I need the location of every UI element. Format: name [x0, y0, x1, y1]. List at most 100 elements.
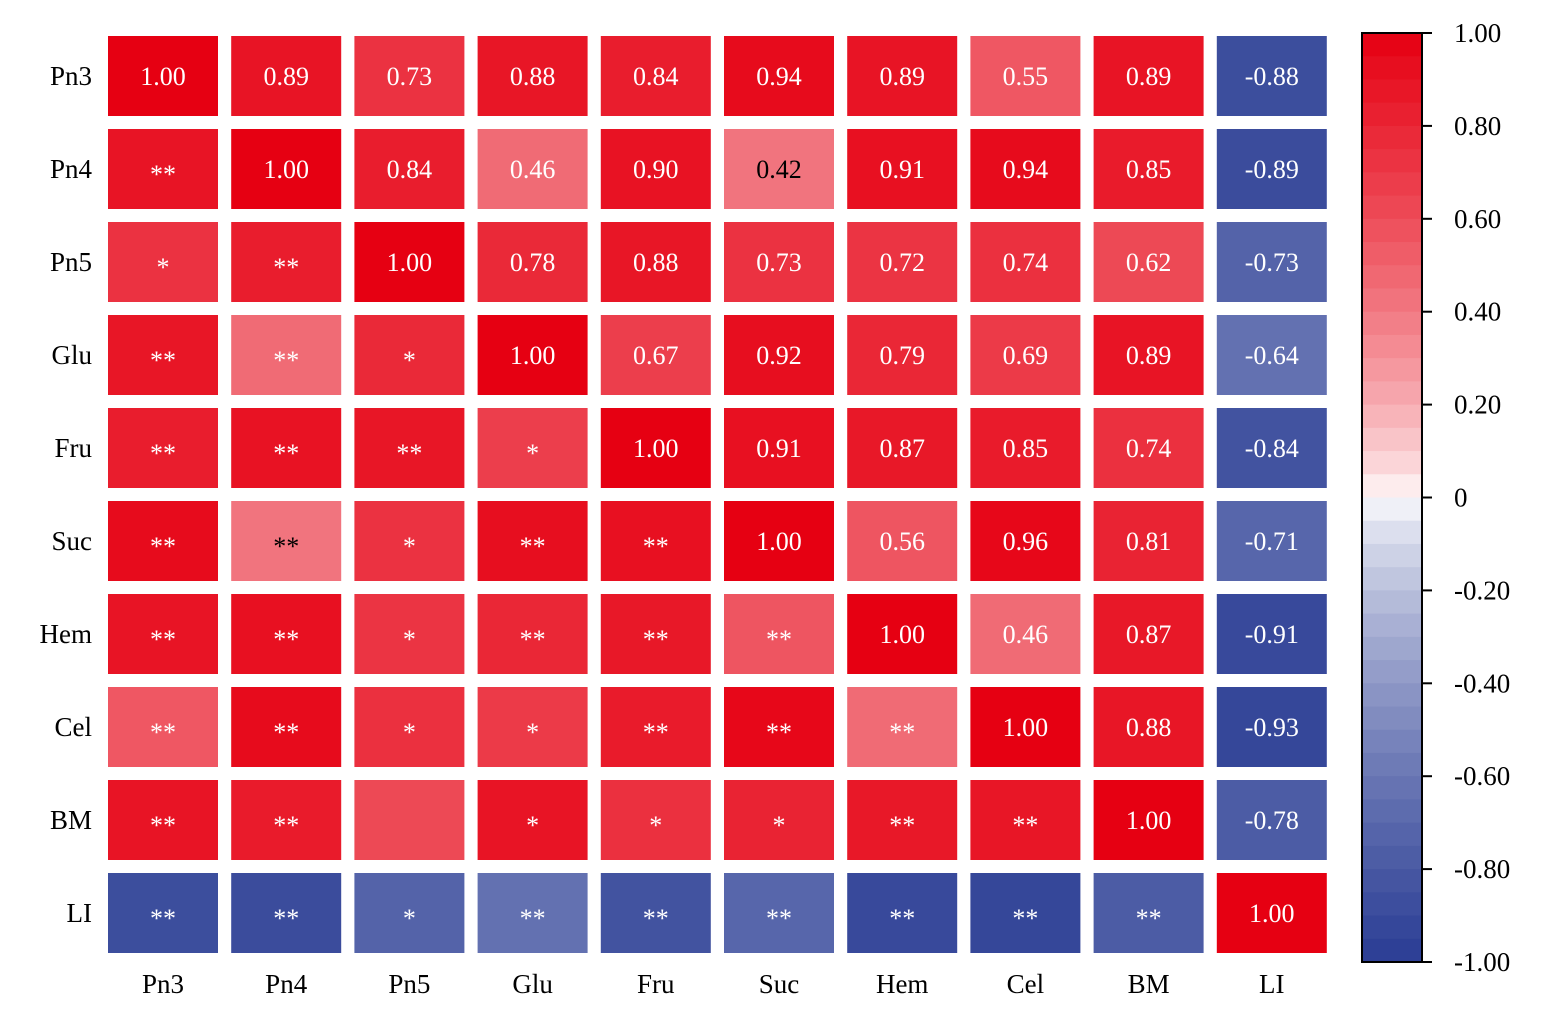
- colorbar-tick-label: 0.80: [1454, 111, 1501, 141]
- cell-label-pn4-pn4: 1.00: [263, 155, 309, 184]
- heatmap-cell-pn5-cel: [970, 222, 1081, 302]
- colorbar-band: [1362, 474, 1422, 499]
- cell-label-glu-pn4: **: [273, 346, 299, 375]
- row-label-pn5: Pn5: [50, 247, 92, 277]
- cell-label-fru-cel: 0.85: [1003, 434, 1049, 463]
- cell-label-cel-pn3: **: [150, 718, 176, 747]
- heatmap-cell-hem-pn4: [231, 594, 342, 674]
- heatmap-cell-fru-pn5: [354, 408, 465, 488]
- heatmap-cell-pn4-suc: [724, 129, 834, 209]
- cell-label-suc-pn3: **: [150, 532, 176, 561]
- colorbar-band: [1362, 567, 1422, 591]
- colorbar-tick-label: -0.60: [1454, 761, 1510, 791]
- cell-label-bm-suc: *: [773, 811, 786, 840]
- heatmap-cell-pn3-hem: [847, 36, 958, 116]
- heatmap-cell-cel-li: [1216, 687, 1327, 767]
- heatmap-cell-suc-li: [1216, 501, 1327, 581]
- cell-label-cel-glu: *: [526, 718, 539, 747]
- colorbar-tick-label: -1.00: [1454, 947, 1510, 977]
- cell-label-suc-suc: 1.00: [756, 527, 802, 556]
- colorbar-tick-label: -0.80: [1454, 854, 1510, 884]
- cell-label-fru-glu: *: [526, 439, 539, 468]
- column-label-cel: Cel: [1007, 969, 1045, 999]
- heatmap-cell-glu-hem: [847, 315, 958, 395]
- cell-label-glu-li: -0.64: [1245, 341, 1299, 370]
- cell-label-suc-pn5: *: [403, 532, 416, 561]
- cell-label-pn4-suc: 0.42: [756, 155, 802, 184]
- cell-label-pn4-pn5: 0.84: [387, 155, 433, 184]
- heatmap-cell-pn4-bm: [1093, 129, 1204, 209]
- heatmap-cell-fru-suc: [724, 408, 834, 488]
- cell-label-pn5-pn4: **: [273, 253, 299, 282]
- cell-label-hem-bm: 0.87: [1126, 620, 1172, 649]
- colorbar-band: [1362, 543, 1422, 568]
- heatmap-cell-glu-suc: [724, 315, 834, 395]
- heatmap-cell-pn3-glu: [477, 36, 588, 116]
- row-labels: Pn3 Pn4 Pn5 Glu Fru Suc Hem Cel BM LI: [40, 61, 93, 928]
- column-label-bm: BM: [1128, 969, 1170, 999]
- cell-label-pn3-hem: 0.89: [879, 62, 925, 91]
- cell-label-pn5-hem: 0.72: [879, 248, 925, 277]
- cell-label-cel-pn4: **: [273, 718, 299, 747]
- colorbar-tick-label: 0.60: [1454, 204, 1501, 234]
- colorbar-bands: [1362, 33, 1422, 963]
- colorbar-band: [1362, 334, 1422, 359]
- heatmap-cell-bm-cel: [970, 780, 1081, 860]
- heatmap-cell-cel-suc: [724, 687, 834, 767]
- cell-label-pn4-pn3: **: [150, 160, 176, 189]
- heatmap-cell-pn5-pn5: [354, 222, 465, 302]
- heatmap-cell-pn5-fru: [600, 222, 711, 302]
- heatmap-cell-hem-hem: [847, 594, 958, 674]
- colorbar-band: [1362, 613, 1422, 638]
- heatmap-cell-pn4-pn4: [231, 129, 342, 209]
- heatmap-cell-pn4-li: [1216, 129, 1327, 209]
- cell-label-suc-cel: 0.96: [1003, 527, 1049, 556]
- heatmap-cell-pn3-pn4: [231, 36, 342, 116]
- heatmap-cell-fru-cel: [970, 408, 1081, 488]
- heatmap-cell-li-hem: [847, 873, 958, 953]
- heatmap-cell-cel-bm: [1093, 687, 1204, 767]
- heatmap-cell-li-pn3: [108, 873, 218, 953]
- cell-label-bm-pn4: **: [273, 811, 299, 840]
- row-label-pn4: Pn4: [50, 154, 93, 184]
- colorbar-tick-label: 0.40: [1454, 297, 1501, 327]
- cell-label-fru-bm: 0.74: [1126, 434, 1172, 463]
- colorbar-band: [1362, 79, 1422, 104]
- cell-label-li-li: 1.00: [1249, 899, 1295, 928]
- heatmap-cell-suc-pn3: [108, 501, 218, 581]
- cell-label-cel-bm: 0.88: [1126, 713, 1172, 742]
- heatmap-cell-suc-glu: [477, 501, 588, 581]
- cell-label-fru-pn4: **: [273, 439, 299, 468]
- cell-label-hem-pn3: **: [150, 625, 176, 654]
- cell-label-hem-pn5: *: [403, 625, 416, 654]
- heatmap-cell-pn5-glu: [477, 222, 588, 302]
- heatmap-cell-glu-pn5: [354, 315, 465, 395]
- heatmap-cell-pn5-pn4: [231, 222, 342, 302]
- row-label-fru: Fru: [54, 433, 92, 463]
- heatmap-cell-li-bm: [1093, 873, 1204, 953]
- column-label-hem: Hem: [876, 969, 928, 999]
- heatmap-cell-suc-pn4: [231, 501, 342, 581]
- column-labels: Pn3 Pn4 Pn5 Glu Fru Suc Hem Cel BM LI: [142, 969, 1285, 999]
- colorbar-band: [1362, 799, 1422, 824]
- heatmap-cell-pn3-suc: [724, 36, 834, 116]
- colorbar-band: [1362, 938, 1422, 963]
- row-label-li: LI: [67, 898, 92, 928]
- colorbar-band: [1362, 706, 1422, 731]
- row-label-pn3: Pn3: [50, 61, 92, 91]
- cell-label-pn4-cel: 0.94: [1003, 155, 1049, 184]
- heatmap-cell-li-suc: [724, 873, 834, 953]
- heatmap-cell-li-glu: [477, 873, 588, 953]
- heatmap-cell-glu-pn4: [231, 315, 342, 395]
- colorbar-band: [1362, 776, 1422, 801]
- cell-label-cel-suc: **: [766, 718, 792, 747]
- cell-label-fru-hem: 0.87: [879, 434, 925, 463]
- cell-label-fru-pn3: **: [150, 439, 176, 468]
- row-label-cel: Cel: [55, 712, 93, 742]
- heatmap-cell-cel-hem: [847, 687, 958, 767]
- colorbar-band: [1362, 265, 1422, 290]
- heatmap-cell-bm-suc: [724, 780, 834, 860]
- heatmap-cell-glu-glu: [477, 315, 588, 395]
- cell-label-pn4-li: -0.89: [1245, 155, 1299, 184]
